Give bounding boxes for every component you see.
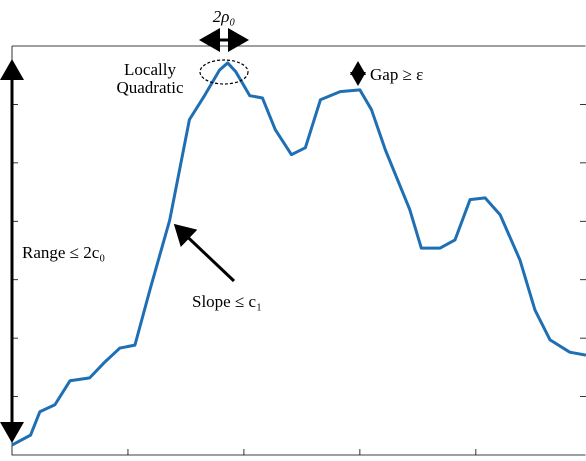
- gap-label: Gap ≥ ε: [370, 65, 423, 84]
- width-label: 2ρ₀: [213, 7, 236, 26]
- peak-label: Locally: [124, 60, 176, 79]
- peak-label: Quadratic: [116, 78, 183, 97]
- data-line: [11, 61, 586, 447]
- slope-arrow: [173, 223, 236, 283]
- range-label: Range ≤ 2c₀: [22, 243, 105, 262]
- slope-label: Slope ≤ c₁: [192, 292, 262, 311]
- peak-ellipse: [199, 59, 249, 85]
